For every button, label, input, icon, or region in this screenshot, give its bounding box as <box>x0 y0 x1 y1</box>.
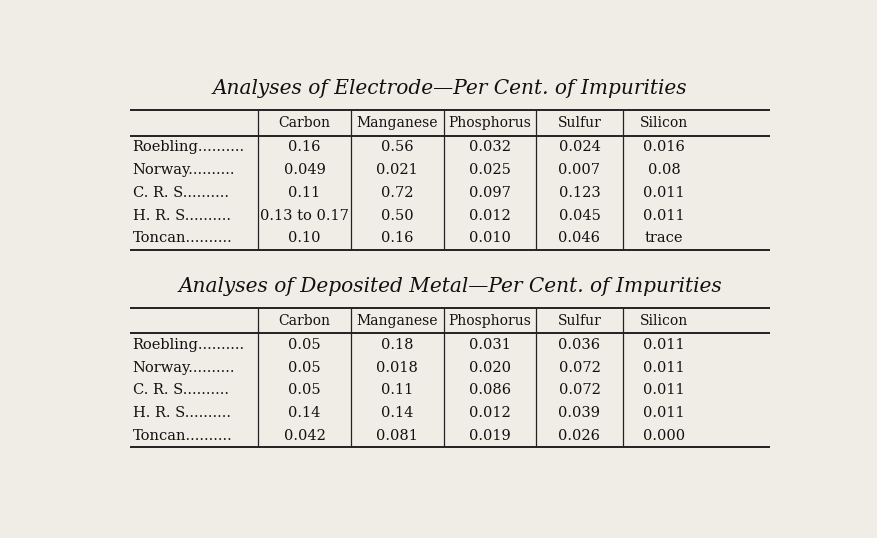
Text: 0.16: 0.16 <box>381 231 413 245</box>
Text: 0.123: 0.123 <box>558 186 600 200</box>
Text: 0.072: 0.072 <box>558 384 600 398</box>
Text: C. R. S..........: C. R. S.......... <box>132 186 229 200</box>
Text: 0.039: 0.039 <box>558 406 600 420</box>
Text: 0.097: 0.097 <box>468 186 510 200</box>
Text: 0.11: 0.11 <box>288 186 320 200</box>
Text: Norway..........: Norway.......... <box>132 360 235 374</box>
Text: 0.011: 0.011 <box>643 406 684 420</box>
Text: Norway..........: Norway.......... <box>132 163 235 177</box>
Text: 0.031: 0.031 <box>468 338 510 352</box>
Text: 0.007: 0.007 <box>558 163 600 177</box>
Text: 0.18: 0.18 <box>381 338 413 352</box>
Text: 0.14: 0.14 <box>288 406 320 420</box>
Text: Phosphorus: Phosphorus <box>448 116 531 130</box>
Text: Silicon: Silicon <box>639 314 688 328</box>
Text: Manganese: Manganese <box>356 116 438 130</box>
Text: Carbon: Carbon <box>278 314 330 328</box>
Text: Sulfur: Sulfur <box>557 314 601 328</box>
Text: 0.081: 0.081 <box>376 429 417 443</box>
Text: 0.011: 0.011 <box>643 209 684 223</box>
Text: Roebling..........: Roebling.......... <box>132 140 245 154</box>
Text: 0.05: 0.05 <box>288 338 320 352</box>
Text: Silicon: Silicon <box>639 116 688 130</box>
Text: 0.14: 0.14 <box>381 406 413 420</box>
Text: 0.11: 0.11 <box>381 384 413 398</box>
Text: 0.012: 0.012 <box>468 406 510 420</box>
Text: Roebling..........: Roebling.......... <box>132 338 245 352</box>
Text: 0.026: 0.026 <box>558 429 600 443</box>
Text: 0.012: 0.012 <box>468 209 510 223</box>
Text: Toncan..........: Toncan.......... <box>132 429 232 443</box>
Text: 0.010: 0.010 <box>468 231 510 245</box>
Text: 0.011: 0.011 <box>643 338 684 352</box>
Text: C. R. S..........: C. R. S.......... <box>132 384 229 398</box>
Text: 0.046: 0.046 <box>558 231 600 245</box>
Text: Carbon: Carbon <box>278 116 330 130</box>
Text: Analyses of Electrode—Per Cent. of Impurities: Analyses of Electrode—Per Cent. of Impur… <box>212 79 687 98</box>
Text: 0.50: 0.50 <box>381 209 413 223</box>
Text: 0.020: 0.020 <box>468 360 510 374</box>
Text: 0.05: 0.05 <box>288 360 320 374</box>
Text: 0.13 to 0.17: 0.13 to 0.17 <box>260 209 348 223</box>
Text: 0.032: 0.032 <box>468 140 510 154</box>
Text: 0.08: 0.08 <box>647 163 680 177</box>
Text: 0.025: 0.025 <box>468 163 510 177</box>
Text: Manganese: Manganese <box>356 314 438 328</box>
Text: 0.56: 0.56 <box>381 140 413 154</box>
Text: 0.05: 0.05 <box>288 384 320 398</box>
Text: Phosphorus: Phosphorus <box>448 314 531 328</box>
Text: Sulfur: Sulfur <box>557 116 601 130</box>
Text: 0.10: 0.10 <box>288 231 320 245</box>
Text: 0.024: 0.024 <box>558 140 600 154</box>
Text: 0.016: 0.016 <box>643 140 684 154</box>
Text: 0.036: 0.036 <box>558 338 600 352</box>
Text: 0.019: 0.019 <box>468 429 510 443</box>
Text: 0.072: 0.072 <box>558 360 600 374</box>
Text: 0.086: 0.086 <box>468 384 510 398</box>
Text: Analyses of Deposited Metal—Per Cent. of Impurities: Analyses of Deposited Metal—Per Cent. of… <box>178 277 721 296</box>
Text: 0.021: 0.021 <box>376 163 417 177</box>
Text: trace: trace <box>645 231 682 245</box>
Text: H. R. S..........: H. R. S.......... <box>132 209 231 223</box>
Text: H. R. S..........: H. R. S.......... <box>132 406 231 420</box>
Text: 0.011: 0.011 <box>643 186 684 200</box>
Text: 0.000: 0.000 <box>643 429 685 443</box>
Text: 0.011: 0.011 <box>643 384 684 398</box>
Text: 0.011: 0.011 <box>643 360 684 374</box>
Text: 0.018: 0.018 <box>376 360 417 374</box>
Text: Toncan..........: Toncan.......... <box>132 231 232 245</box>
Text: 0.72: 0.72 <box>381 186 413 200</box>
Text: 0.045: 0.045 <box>558 209 600 223</box>
Text: 0.16: 0.16 <box>288 140 320 154</box>
Text: 0.042: 0.042 <box>283 429 325 443</box>
Text: 0.049: 0.049 <box>283 163 325 177</box>
